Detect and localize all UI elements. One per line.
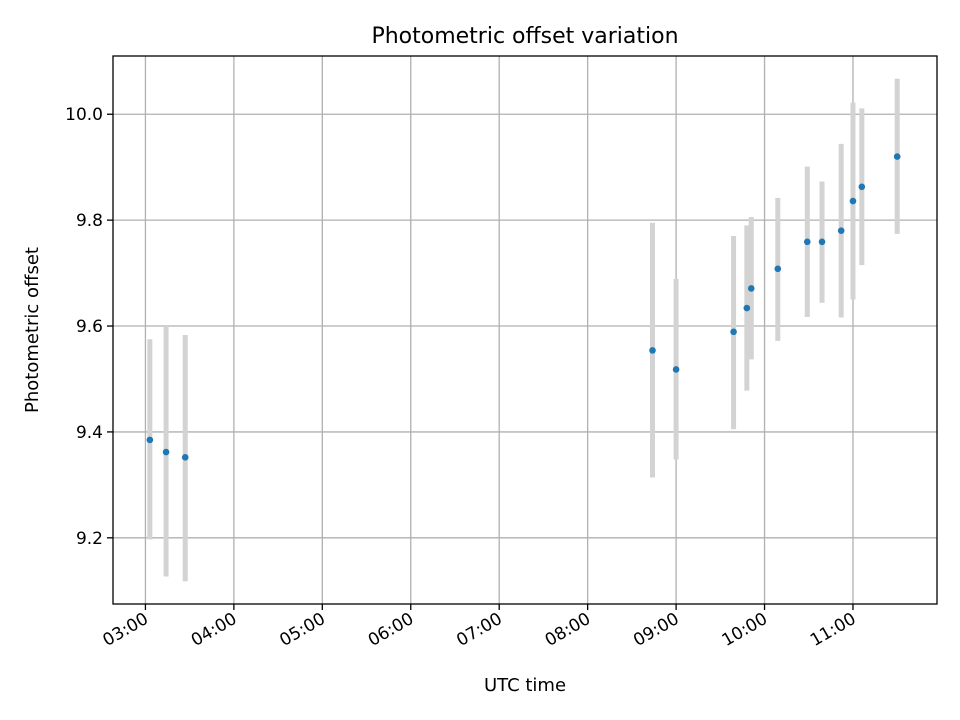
- chart-title: Photometric offset variation: [371, 24, 678, 49]
- y-tick-label: 9.4: [76, 423, 103, 443]
- data-point: [743, 304, 751, 312]
- data-point: [818, 238, 826, 246]
- data-point: [858, 183, 866, 191]
- data-point: [774, 265, 782, 273]
- y-tick-label: 9.6: [76, 317, 103, 337]
- plot-area-frame: [112, 55, 938, 605]
- y-tick-label: 9.2: [76, 529, 103, 549]
- data-point: [849, 197, 857, 205]
- data-point: [803, 238, 811, 246]
- data-point: [837, 227, 845, 235]
- data-point: [649, 347, 656, 354]
- y-axis-ticks: 9.2 9.4 9.6 9.8 10.0: [65, 105, 113, 549]
- y-tick-label: 10.0: [65, 105, 103, 125]
- data-point: [730, 328, 737, 336]
- grid-layer: [113, 56, 937, 604]
- data-point: [893, 153, 901, 160]
- data-point: [181, 454, 189, 461]
- point-layer: [146, 153, 901, 461]
- data-point: [146, 436, 154, 444]
- y-tick-label: 9.8: [76, 211, 103, 231]
- data-point: [162, 448, 170, 456]
- data-point: [747, 285, 755, 292]
- y-axis-label: Photometric offset: [22, 247, 43, 413]
- x-axis-label: UTC time: [484, 675, 566, 696]
- data-point: [672, 366, 680, 373]
